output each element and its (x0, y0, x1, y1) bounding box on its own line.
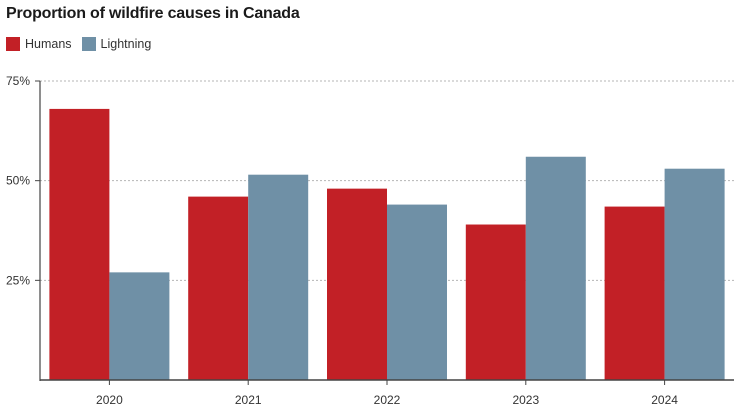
x-tick-label: 2020 (96, 393, 123, 407)
bar-humans-2022 (327, 188, 387, 380)
x-tick-label: 2021 (235, 393, 262, 407)
legend-swatch-humans (6, 37, 20, 51)
x-tick-label: 2024 (651, 393, 678, 407)
legend-swatch-lightning (81, 37, 96, 51)
chart-title: Proportion of wildfire causes in Canada (6, 5, 300, 22)
y-tick-label: 50% (6, 174, 30, 188)
bar-lightning-2022 (387, 204, 447, 380)
x-tick-label: 2022 (374, 393, 401, 407)
bar-lightning-2020 (109, 272, 170, 380)
legend-label-humans: Humans (25, 37, 72, 51)
bar-humans-2024 (604, 206, 665, 380)
legend-item-humans: Humans (6, 37, 72, 51)
legend-item-lightning: Lightning (81, 37, 152, 51)
y-tick-label: 75% (6, 74, 30, 88)
chart-legend: Humans Lightning (6, 37, 161, 51)
bar-humans-2020 (49, 108, 110, 380)
legend-label-lightning: Lightning (100, 37, 152, 51)
y-tick-label: 25% (6, 273, 30, 287)
bar-humans-2023 (465, 224, 526, 380)
bar-lightning-2024 (664, 168, 725, 380)
x-tick-label: 2023 (512, 393, 539, 407)
bar-lightning-2023 (525, 156, 586, 380)
bar-humans-2021 (188, 196, 249, 380)
bar-lightning-2021 (248, 174, 309, 380)
